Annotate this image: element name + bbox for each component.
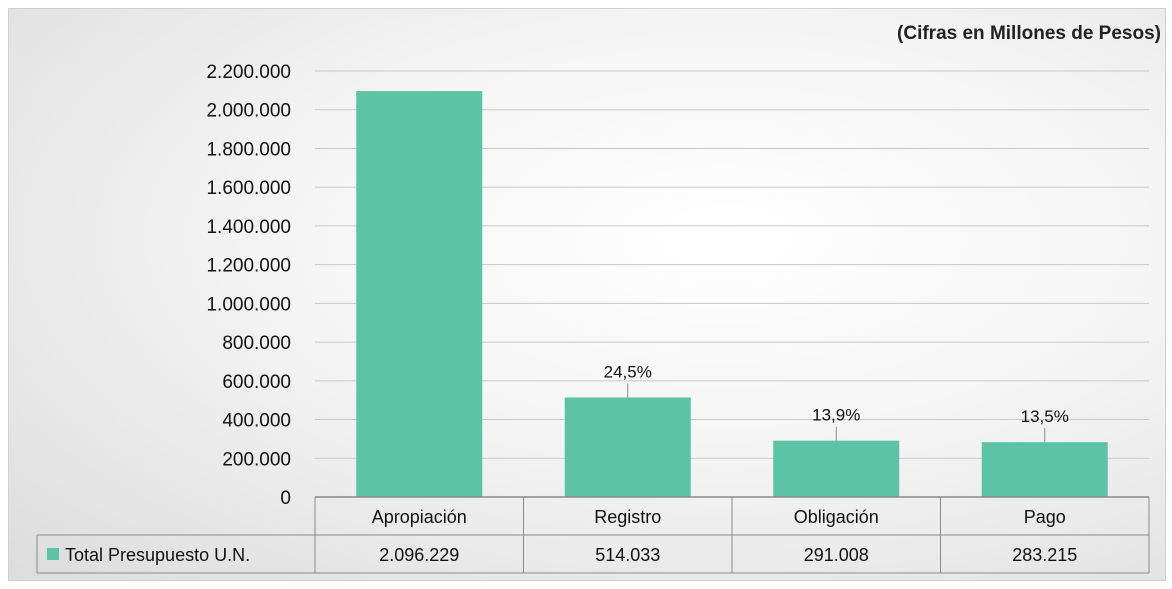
y-tick-label: 800.000 <box>222 333 291 354</box>
y-tick-label: 1.200.000 <box>206 256 291 277</box>
y-tick-label: 2.000.000 <box>206 101 291 122</box>
y-tick-label: 0 <box>280 488 291 509</box>
category-label: Registro <box>594 507 661 527</box>
table-value: 291.008 <box>804 545 869 565</box>
table-value: 2.096.229 <box>379 545 459 565</box>
legend-key <box>47 548 59 560</box>
category-label: Obligación <box>794 507 879 527</box>
y-tick-label: 400.000 <box>222 411 291 432</box>
table-value: 514.033 <box>595 545 660 565</box>
chart-subtitle: (Cifras en Millones de Pesos) <box>897 23 1161 44</box>
legend-series-name: Total Presupuesto U.N. <box>65 545 250 565</box>
bar <box>981 442 1108 497</box>
bar <box>356 91 483 497</box>
y-tick-label: 600.000 <box>222 372 291 393</box>
y-tick-label: 2.200.000 <box>206 62 291 83</box>
y-tick-label: 1.400.000 <box>206 217 291 238</box>
category-label: Pago <box>1024 507 1066 527</box>
bar <box>773 440 900 497</box>
y-tick-label: 1.600.000 <box>206 178 291 199</box>
data-label: 13,9% <box>812 406 860 425</box>
bar <box>564 397 691 497</box>
y-tick-label: 200.000 <box>222 449 291 470</box>
y-tick-label: 1.000.000 <box>206 294 291 315</box>
chart-frame: (Cifras en Millones de Pesos) 0 200.000 40… <box>8 8 1166 581</box>
data-label: 13,5% <box>1021 407 1069 426</box>
data-label: 24,5% <box>604 362 652 381</box>
category-label: Apropiación <box>372 507 467 527</box>
chart-plot: 0 200.000 400.000 600.000 800.000 1.000.000 1.… <box>36 62 1150 574</box>
table-value: 283.215 <box>1012 545 1077 565</box>
y-tick-label: 1.800.000 <box>206 139 291 160</box>
